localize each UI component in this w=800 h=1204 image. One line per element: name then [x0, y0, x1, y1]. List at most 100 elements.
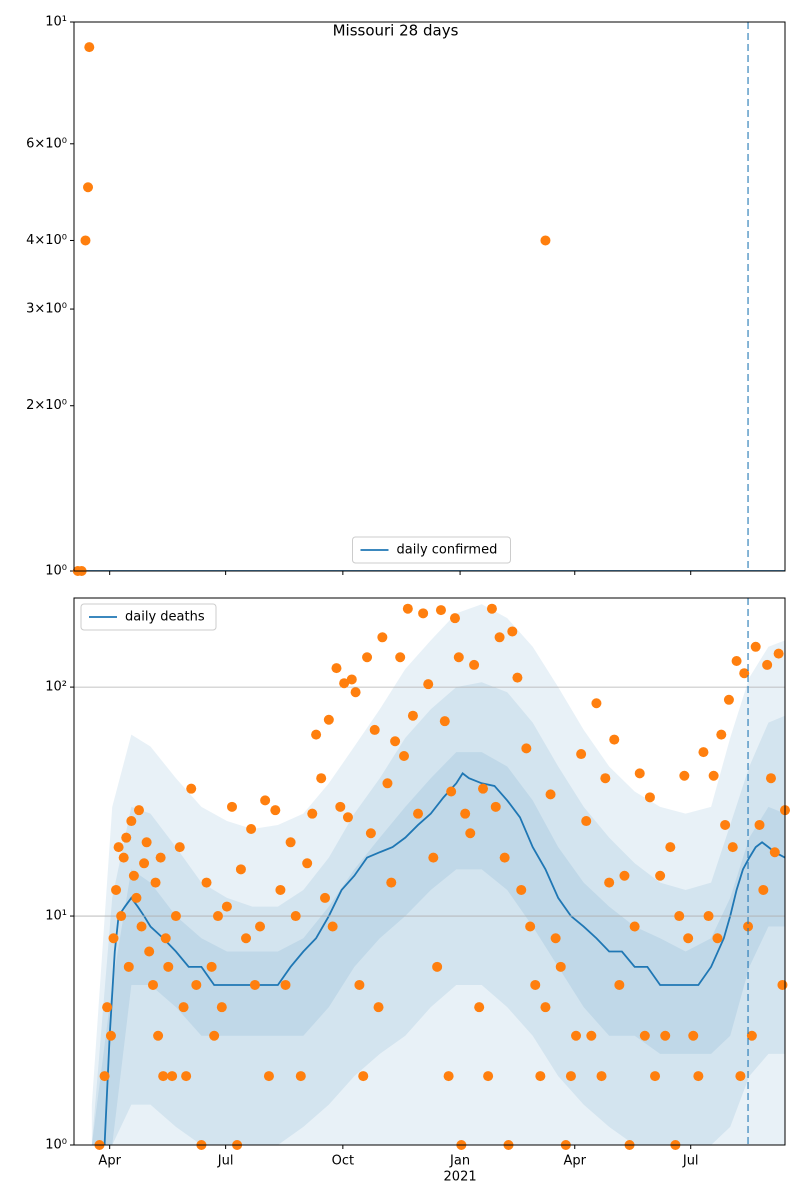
- data-point: [369, 724, 380, 735]
- data-point: [674, 911, 685, 922]
- chart-title: Missouri 28 days: [333, 22, 459, 40]
- data-point: [679, 770, 690, 781]
- data-point: [131, 892, 142, 903]
- y-tick-label: 10⁰: [45, 564, 67, 579]
- data-point: [535, 1071, 546, 1082]
- data-point: [113, 842, 124, 853]
- data-point: [693, 1071, 704, 1082]
- data-point: [290, 911, 301, 922]
- data-point: [295, 1071, 306, 1082]
- data-point: [446, 786, 457, 797]
- legend-label: daily confirmed: [397, 543, 498, 558]
- x-tick-sublabel: 2021: [444, 1170, 477, 1185]
- data-point: [235, 864, 246, 875]
- data-point: [698, 747, 709, 758]
- data-point: [167, 1071, 178, 1082]
- data-point: [108, 933, 119, 944]
- data-point: [216, 1002, 227, 1013]
- data-point: [386, 877, 397, 888]
- data-point: [591, 698, 602, 709]
- data-point: [423, 679, 434, 690]
- data-point: [206, 961, 217, 972]
- y-tick-label: 10⁰: [45, 1138, 67, 1153]
- data-point: [227, 801, 237, 812]
- x-tick-label: Jul: [682, 1154, 699, 1169]
- data-point: [350, 687, 361, 698]
- data-point: [335, 801, 346, 812]
- data-point: [750, 641, 761, 652]
- axes-frame: [73, 21, 786, 572]
- data-point: [614, 979, 625, 990]
- data-point: [212, 911, 223, 922]
- data-point: [478, 783, 489, 794]
- data-point: [280, 979, 291, 990]
- data-point: [486, 603, 497, 614]
- data-point: [413, 808, 424, 819]
- data-point: [320, 892, 331, 903]
- data-point: [600, 773, 611, 784]
- data-point: [144, 946, 155, 957]
- data-point: [550, 933, 561, 944]
- data-point: [540, 235, 551, 246]
- data-point: [331, 663, 342, 674]
- data-point: [765, 773, 776, 784]
- data-point: [629, 921, 640, 932]
- data-point: [158, 1071, 169, 1082]
- data-point: [634, 768, 645, 779]
- data-point: [163, 961, 174, 972]
- axes-frame: [73, 597, 786, 1146]
- data-point: [716, 729, 727, 740]
- y-tick-label: 3×10⁰: [26, 302, 67, 317]
- data-point: [181, 1071, 192, 1082]
- data-point: [186, 783, 197, 794]
- data-point: [102, 1002, 113, 1013]
- data-point: [512, 672, 523, 683]
- data-point: [139, 858, 150, 869]
- data-point: [118, 852, 129, 863]
- data-point: [99, 1071, 110, 1082]
- data-point: [465, 828, 476, 839]
- data-point: [339, 678, 350, 689]
- data-point: [516, 884, 527, 895]
- data-point: [260, 795, 271, 806]
- data-point: [382, 778, 393, 789]
- data-point: [494, 632, 505, 643]
- data-point: [255, 921, 266, 932]
- data-point: [346, 674, 357, 685]
- series-line: [99, 772, 785, 1145]
- data-point: [739, 668, 750, 679]
- data-point: [201, 877, 212, 888]
- data-point: [84, 42, 95, 53]
- data-point: [111, 884, 122, 895]
- data-point: [604, 877, 615, 888]
- data-point: [358, 1071, 369, 1082]
- data-point: [639, 1030, 650, 1041]
- data-point: [316, 773, 327, 784]
- data-point: [586, 1030, 597, 1041]
- data-point: [499, 852, 510, 863]
- data-point: [126, 816, 137, 827]
- data-point: [735, 1071, 746, 1082]
- x-tick-label: Jul: [217, 1154, 234, 1169]
- data-point: [323, 714, 334, 725]
- data-point: [660, 1030, 671, 1041]
- data-point: [133, 805, 144, 816]
- data-point: [418, 608, 429, 619]
- y-tick-label: 10²: [45, 680, 67, 695]
- data-point: [373, 1002, 384, 1013]
- data-point: [105, 1030, 116, 1041]
- data-point: [432, 961, 443, 972]
- data-point: [708, 770, 719, 781]
- plot-area: [91, 604, 785, 1145]
- x-tick-label: Apr: [564, 1154, 587, 1169]
- data-point: [665, 842, 676, 853]
- data-point: [619, 870, 630, 881]
- data-point: [80, 235, 91, 246]
- data-point: [377, 632, 388, 643]
- data-point: [270, 805, 281, 816]
- data-point: [83, 182, 94, 193]
- data-point: [571, 1030, 582, 1041]
- data-point: [354, 979, 365, 990]
- data-point: [525, 921, 536, 932]
